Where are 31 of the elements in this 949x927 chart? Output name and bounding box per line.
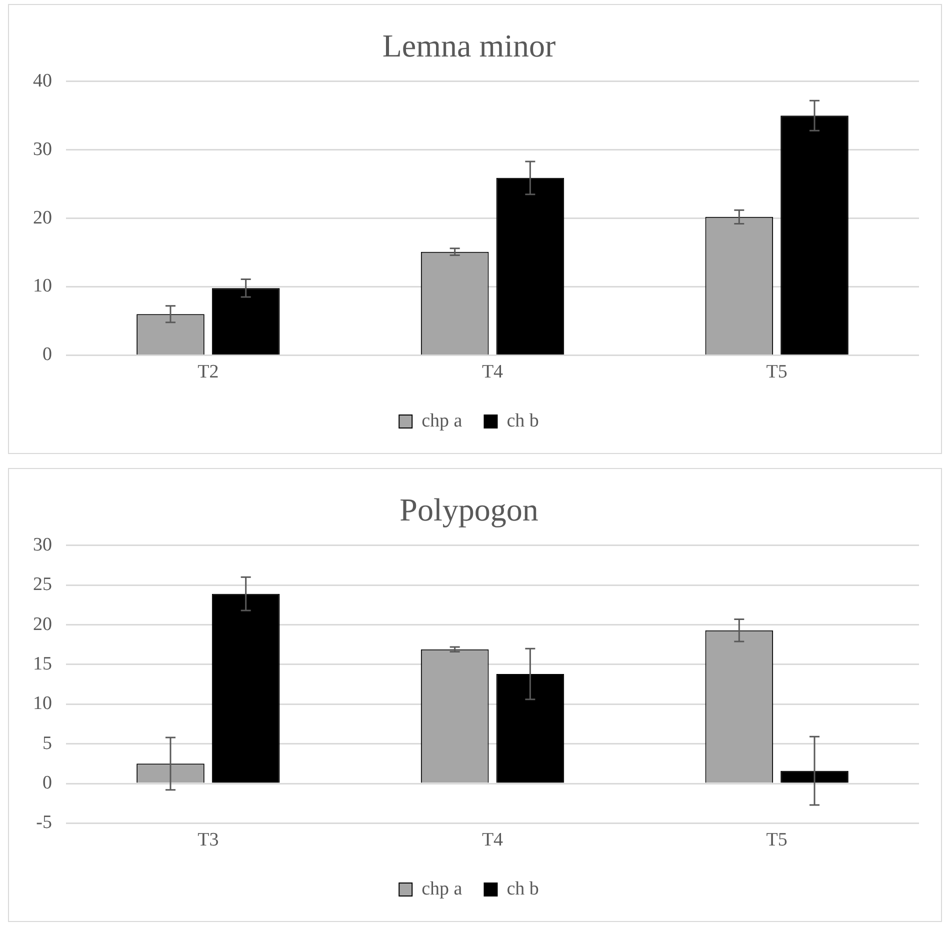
y-tick-label: 20 xyxy=(33,207,52,228)
legend-label: ch b xyxy=(506,878,539,900)
x-tick-label: T3 xyxy=(198,830,219,851)
y-tick-label: 25 xyxy=(33,574,52,596)
bar xyxy=(496,674,564,783)
y-tick-label: 0 xyxy=(42,772,52,794)
chart-title: Polypogon xyxy=(400,492,538,528)
y-tick-label: 5 xyxy=(42,732,52,754)
bar xyxy=(212,594,280,783)
x-tick-label: T4 xyxy=(482,830,504,851)
bar xyxy=(496,178,564,354)
y-tick-label: 0 xyxy=(42,344,52,366)
y-tick-label: 40 xyxy=(33,70,52,92)
legend-label: ch b xyxy=(506,410,539,432)
x-tick-label: T5 xyxy=(766,830,788,851)
y-tick-label: 15 xyxy=(33,653,52,674)
legend-label: chp a xyxy=(422,410,463,432)
x-tick-label: T2 xyxy=(198,362,219,383)
bar xyxy=(780,770,848,783)
chart-title: Lemna minor xyxy=(382,28,556,64)
x-tick-label: T4 xyxy=(482,362,504,383)
y-tick-label: 20 xyxy=(33,614,52,635)
y-tick-label: 10 xyxy=(33,693,52,714)
y-tick-label: -5 xyxy=(36,812,52,834)
bar xyxy=(780,116,848,354)
y-tick-label: 10 xyxy=(33,276,52,297)
bar xyxy=(212,288,280,354)
x-tick-label: T5 xyxy=(766,362,788,383)
legend-label: chp a xyxy=(422,878,463,900)
y-tick-label: 30 xyxy=(33,138,52,160)
y-tick-label: 30 xyxy=(33,534,52,556)
